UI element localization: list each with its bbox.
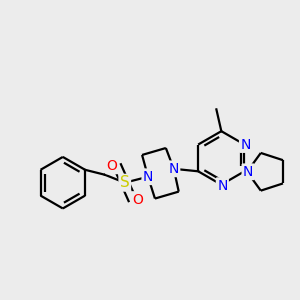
Text: N: N (240, 138, 251, 152)
Text: O: O (106, 159, 117, 173)
Text: S: S (120, 175, 130, 190)
Text: N: N (217, 179, 227, 193)
Text: N: N (143, 170, 153, 184)
Text: N: N (169, 162, 179, 176)
Text: O: O (132, 193, 143, 206)
Text: N: N (243, 165, 253, 179)
